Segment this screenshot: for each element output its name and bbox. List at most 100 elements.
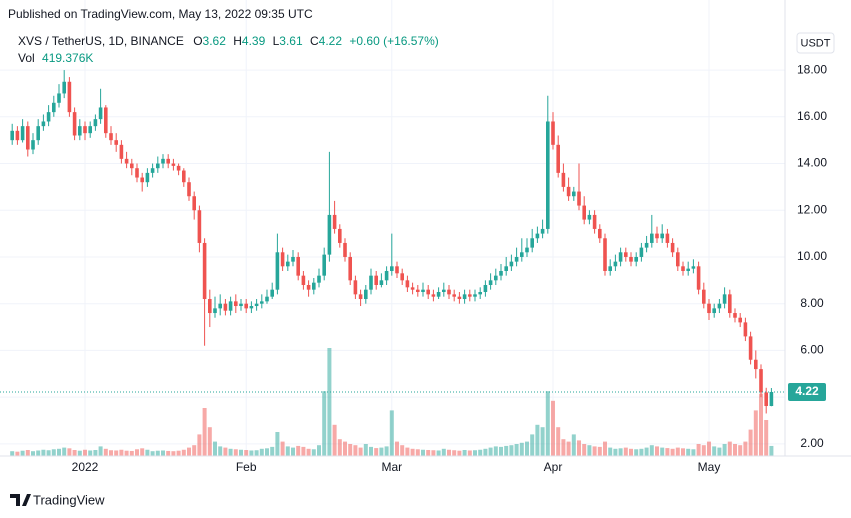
- volume-bar: [556, 427, 561, 456]
- volume-bar: [561, 439, 566, 456]
- candle-body: [520, 252, 524, 257]
- volume-bar: [51, 449, 56, 456]
- volume-bar: [103, 448, 108, 456]
- candle-body: [468, 294, 472, 297]
- volume-bar: [530, 434, 535, 456]
- volume-bar: [36, 450, 41, 456]
- volume-bar: [504, 445, 509, 456]
- candle-body: [613, 261, 618, 267]
- candle-body: [514, 256, 519, 262]
- volume-bar: [483, 448, 488, 456]
- candle-body: [650, 233, 654, 243]
- candle-body: [213, 308, 217, 314]
- candle-body: [249, 306, 254, 309]
- volume-bar: [348, 444, 353, 456]
- candle-body: [93, 119, 98, 127]
- logo[interactable]: TradingView: [10, 492, 105, 507]
- volume-bar: [410, 448, 415, 456]
- volume-bar: [395, 441, 399, 456]
- candle-body: [738, 317, 742, 323]
- candle-body: [291, 256, 295, 262]
- volume-bar: [291, 447, 295, 456]
- volume-bar: [20, 450, 25, 456]
- volume-bar: [722, 444, 727, 456]
- volume-bar: [509, 445, 514, 456]
- volume-bar: [41, 449, 46, 456]
- volume-bar: [649, 445, 654, 456]
- volume-bar: [301, 446, 306, 456]
- candle-body: [62, 81, 66, 94]
- candle-body: [686, 268, 690, 271]
- candle-body: [228, 301, 233, 311]
- candle-body: [561, 172, 566, 187]
- logo-mark: [10, 494, 31, 506]
- candle-body: [390, 266, 394, 271]
- candle-body: [57, 93, 61, 103]
- volume-bar: [98, 446, 103, 456]
- candle-body: [702, 289, 706, 304]
- candle-body: [317, 275, 321, 283]
- candle-body: [202, 242, 207, 300]
- legend-open: 3.62: [203, 34, 227, 48]
- candle-body: [722, 294, 727, 304]
- volume-bar: [686, 448, 691, 456]
- candle-body: [452, 294, 456, 297]
- volume-bar: [109, 450, 113, 456]
- candle-body: [343, 242, 347, 257]
- candle-body: [379, 280, 384, 285]
- volume-bar: [124, 450, 129, 456]
- volume-bar: [675, 447, 680, 456]
- candle-body: [488, 280, 493, 285]
- volume-bar: [717, 447, 722, 456]
- candle-body: [525, 247, 529, 253]
- candle-body: [421, 289, 425, 293]
- legend-symbol: XVS / TetherUS, 1D, BINANCE: [18, 34, 184, 48]
- candle-body: [696, 266, 701, 290]
- candle-body: [296, 256, 300, 276]
- candle-body: [52, 102, 56, 113]
- candle-body: [369, 275, 373, 290]
- candle-body: [603, 238, 607, 271]
- candle-body: [400, 273, 404, 281]
- volume-bar: [228, 448, 233, 456]
- volume-bar: [670, 448, 675, 456]
- volume-bar: [83, 449, 87, 456]
- volume-bar: [660, 447, 665, 456]
- candle-body: [239, 303, 243, 307]
- volume-bar: [270, 446, 275, 456]
- candle-body: [499, 270, 503, 276]
- volume-bar: [696, 444, 701, 456]
- legend-low: 3.61: [279, 34, 303, 48]
- published-header: Published on TradingView.com, May 13, 20…: [8, 7, 313, 21]
- candle-body: [670, 242, 675, 253]
- candle-body: [119, 144, 124, 159]
- candle-body: [572, 191, 576, 197]
- legend-o: O: [193, 34, 202, 48]
- candle-body: [135, 168, 139, 178]
- currency-button[interactable]: [796, 32, 835, 54]
- candle-body: [416, 289, 420, 293]
- currency-label[interactable]: USDT: [801, 37, 831, 49]
- volume-bar: [239, 449, 243, 456]
- candle-body: [639, 247, 644, 257]
- volume-bar: [571, 434, 576, 456]
- volume-bar: [254, 450, 259, 456]
- volume-bar: [701, 445, 706, 456]
- candle-body: [182, 170, 186, 183]
- candle-body: [546, 121, 550, 229]
- volume-bar: [769, 445, 774, 456]
- candle-body: [88, 126, 92, 134]
- candle-body: [286, 261, 290, 267]
- volume-bar: [665, 448, 670, 456]
- candle-body: [353, 280, 358, 295]
- candle-body: [395, 266, 399, 274]
- candle-body: [374, 275, 378, 285]
- candle-body: [166, 158, 170, 164]
- candle-body: [114, 140, 118, 145]
- volume-bar: [379, 447, 384, 456]
- candle-body: [540, 228, 545, 234]
- volume-bar: [192, 445, 197, 456]
- candle-body: [665, 233, 670, 243]
- candle-body: [556, 144, 560, 173]
- volume-bar: [322, 391, 327, 456]
